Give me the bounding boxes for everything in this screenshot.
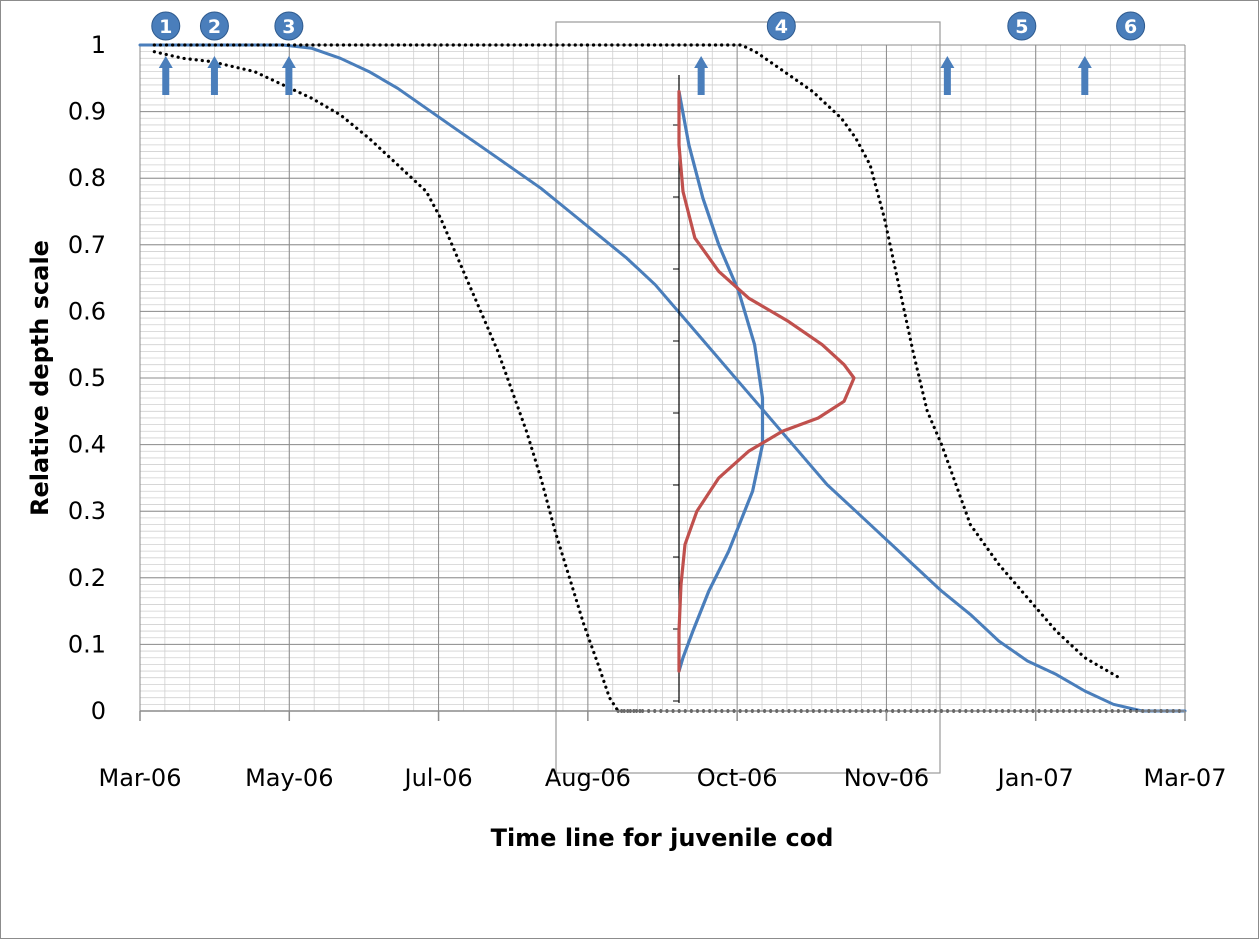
series-line-3 <box>152 43 1121 680</box>
arrow-head <box>158 56 173 68</box>
x-tick-label: May-06 <box>245 764 333 792</box>
inset-series-2 <box>677 90 856 673</box>
marker-circle <box>199 11 229 41</box>
series-line-1 <box>138 43 1187 713</box>
arrow-shaft <box>697 67 705 95</box>
inset-series-1 <box>677 90 765 673</box>
marker-5: 5 <box>1007 11 1037 41</box>
y-tick-label: 0.6 <box>68 297 106 325</box>
series-line-2 <box>152 50 643 713</box>
x-tick-label: Jan-07 <box>996 764 1074 792</box>
inset-layer <box>673 75 856 703</box>
arrow-head <box>1077 56 1092 68</box>
x-tick-label: Jul-06 <box>402 764 472 792</box>
marker-circle <box>1007 11 1037 41</box>
marker-circle <box>1116 11 1146 41</box>
inset-box <box>555 21 941 774</box>
arrow-shaft <box>943 67 951 95</box>
marker-label: 6 <box>1124 16 1137 38</box>
x-tick-label: Oct-06 <box>697 764 778 792</box>
y-tick-label: 0.4 <box>68 431 106 459</box>
marker-6: 6 <box>1116 11 1146 41</box>
marker-label: 1 <box>159 16 172 38</box>
marker-2: 2 <box>199 11 229 41</box>
arrow-shaft <box>285 67 293 95</box>
x-axis-title: Time line for juvenile cod <box>491 824 834 852</box>
marker-label: 5 <box>1015 16 1028 38</box>
y-tick-label: 0.8 <box>68 164 106 192</box>
marker-circle <box>766 11 796 41</box>
arrow-shaft <box>162 67 170 95</box>
y-tick-label: 0.1 <box>68 630 106 658</box>
annotations: 1 2 3 4 5 6 <box>151 11 1146 95</box>
x-tick-label: Nov-06 <box>844 764 929 792</box>
x-tick-label: Aug-06 <box>545 764 631 792</box>
arrow-head <box>940 56 955 68</box>
marker-label: 2 <box>208 16 221 38</box>
arrow-head <box>281 56 296 68</box>
marker-circle <box>151 11 181 41</box>
marker-label: 3 <box>282 16 295 38</box>
inset-frame <box>555 21 941 774</box>
y-tick-label: 1 <box>91 31 106 59</box>
x-tick-label: Mar-06 <box>99 764 182 792</box>
y-tick-label: 0.3 <box>68 497 106 525</box>
axes: Mar-06 May-06 Jul-06 Aug-06 Oct-06 Nov-06 Jan-… <box>68 31 1227 792</box>
y-tick-label: 0 <box>91 697 106 725</box>
arrow-shaft <box>210 67 218 95</box>
y-tick-label: 0.9 <box>68 98 106 126</box>
marker-1: 1 <box>151 11 181 41</box>
marker-4: 4 <box>766 11 796 41</box>
y-axis-title: Relative depth scale <box>26 240 54 516</box>
marker-label: 4 <box>775 16 788 38</box>
arrow-head <box>694 56 709 68</box>
x-tick-label: Mar-07 <box>1144 764 1227 792</box>
y-tick-label: 0.5 <box>68 364 106 392</box>
y-tick-label: 0.7 <box>68 231 106 259</box>
marker-3: 3 <box>274 11 304 41</box>
arrow-shaft <box>1081 67 1089 95</box>
arrow-head <box>207 56 222 68</box>
y-tick-label: 0.2 <box>68 564 106 592</box>
marker-circle <box>274 11 304 41</box>
grid <box>139 44 1186 712</box>
